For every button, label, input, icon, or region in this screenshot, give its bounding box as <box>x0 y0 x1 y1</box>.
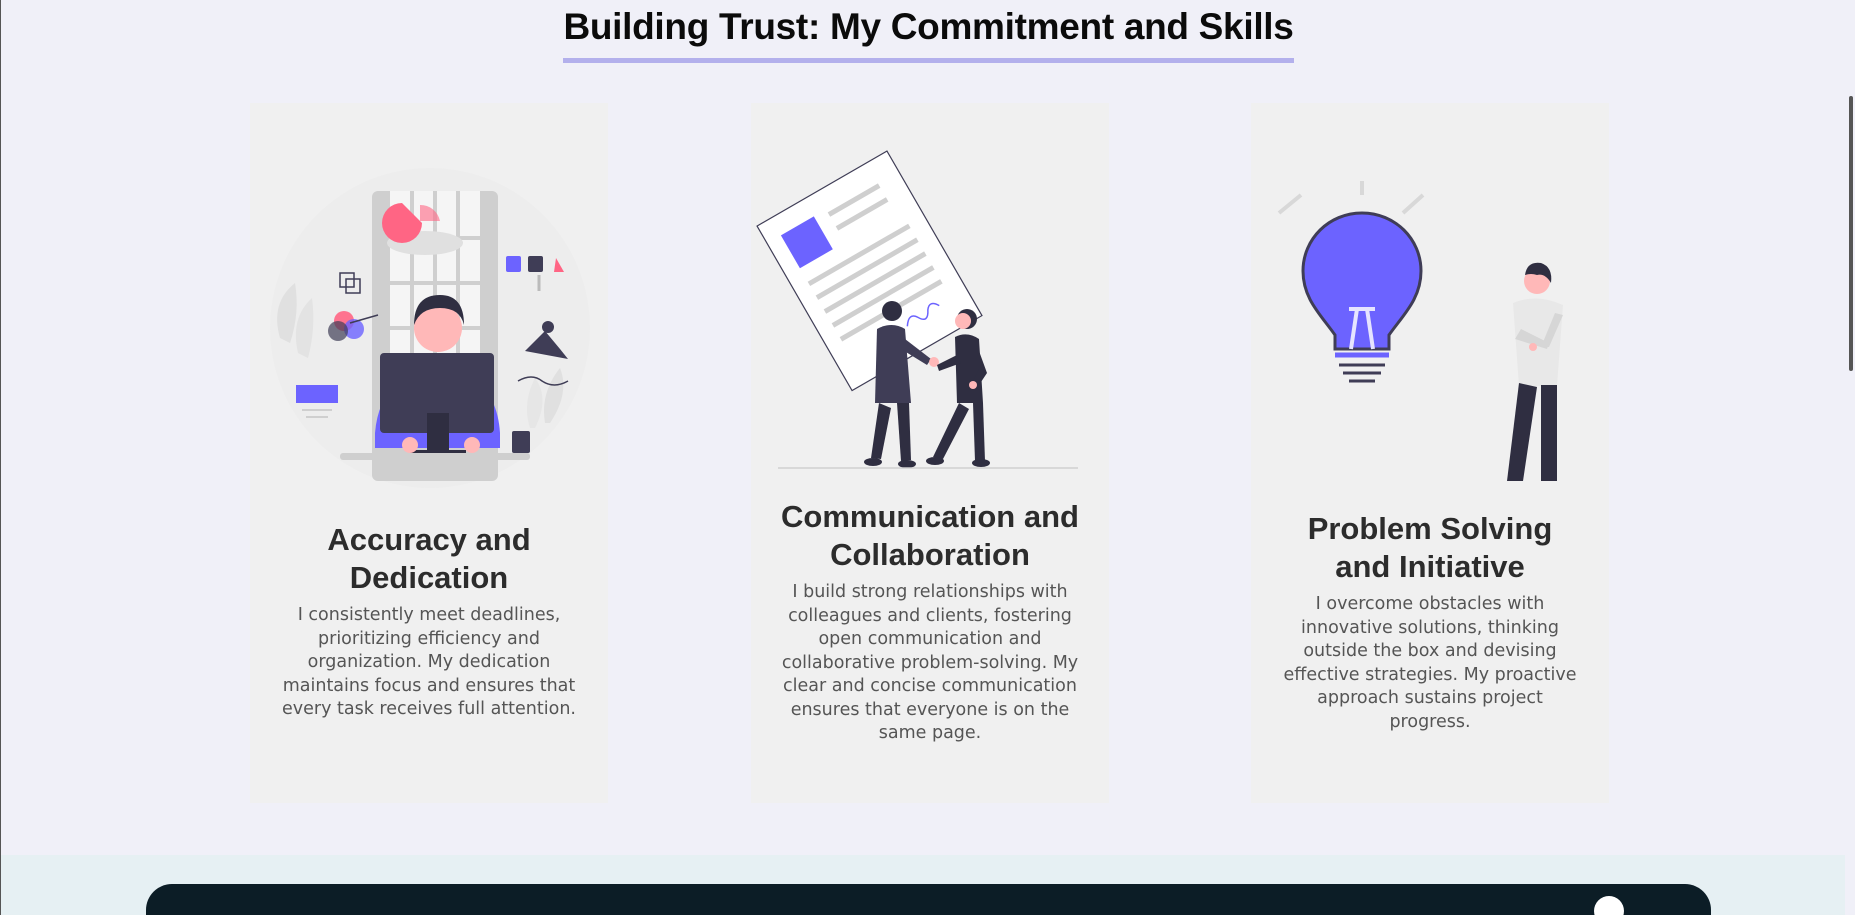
card-title-line1: Accuracy and <box>327 522 531 557</box>
card-title-line2: and Initiative <box>1335 549 1525 584</box>
card-title: Accuracy and Dedication <box>250 521 608 597</box>
card-description: I build strong relationships with collea… <box>781 582 1079 743</box>
card-title-line1: Problem Solving <box>1307 511 1553 546</box>
skill-card-problem-solving: Problem Solving and Initiative I overcome… <box>1251 103 1609 803</box>
card-title: Communication and Collaboration <box>751 498 1109 574</box>
card-description: I overcome obstacles with innovative sol… <box>1283 594 1577 732</box>
card-title-line2: Collaboration <box>830 537 1030 572</box>
handshake-contract-illustration <box>756 150 1078 469</box>
skill-card-communication: Communication and Collaboration I build s… <box>751 103 1109 803</box>
footer-bar <box>146 884 1711 915</box>
scrollbar[interactable] <box>1845 0 1855 915</box>
skill-card-accuracy: Accuracy and Dedication I consistently me… <box>250 103 608 803</box>
card-title-line1: Communication and <box>781 499 1079 534</box>
card-title-line2: Dedication <box>349 560 509 595</box>
section-header: Building Trust: My Commitment and Skills <box>1 0 1855 63</box>
footer-circle <box>1594 896 1624 915</box>
section-title: Building Trust: My Commitment and Skills <box>563 6 1294 63</box>
lightbulb-person-illustration <box>1277 181 1563 481</box>
scrollbar-thumb[interactable] <box>1849 96 1853 371</box>
card-title: Problem Solving and Initiative <box>1251 510 1609 586</box>
person-at-computer-illustration <box>270 168 590 488</box>
card-description: I consistently meet deadlines, prioritiz… <box>282 605 576 719</box>
